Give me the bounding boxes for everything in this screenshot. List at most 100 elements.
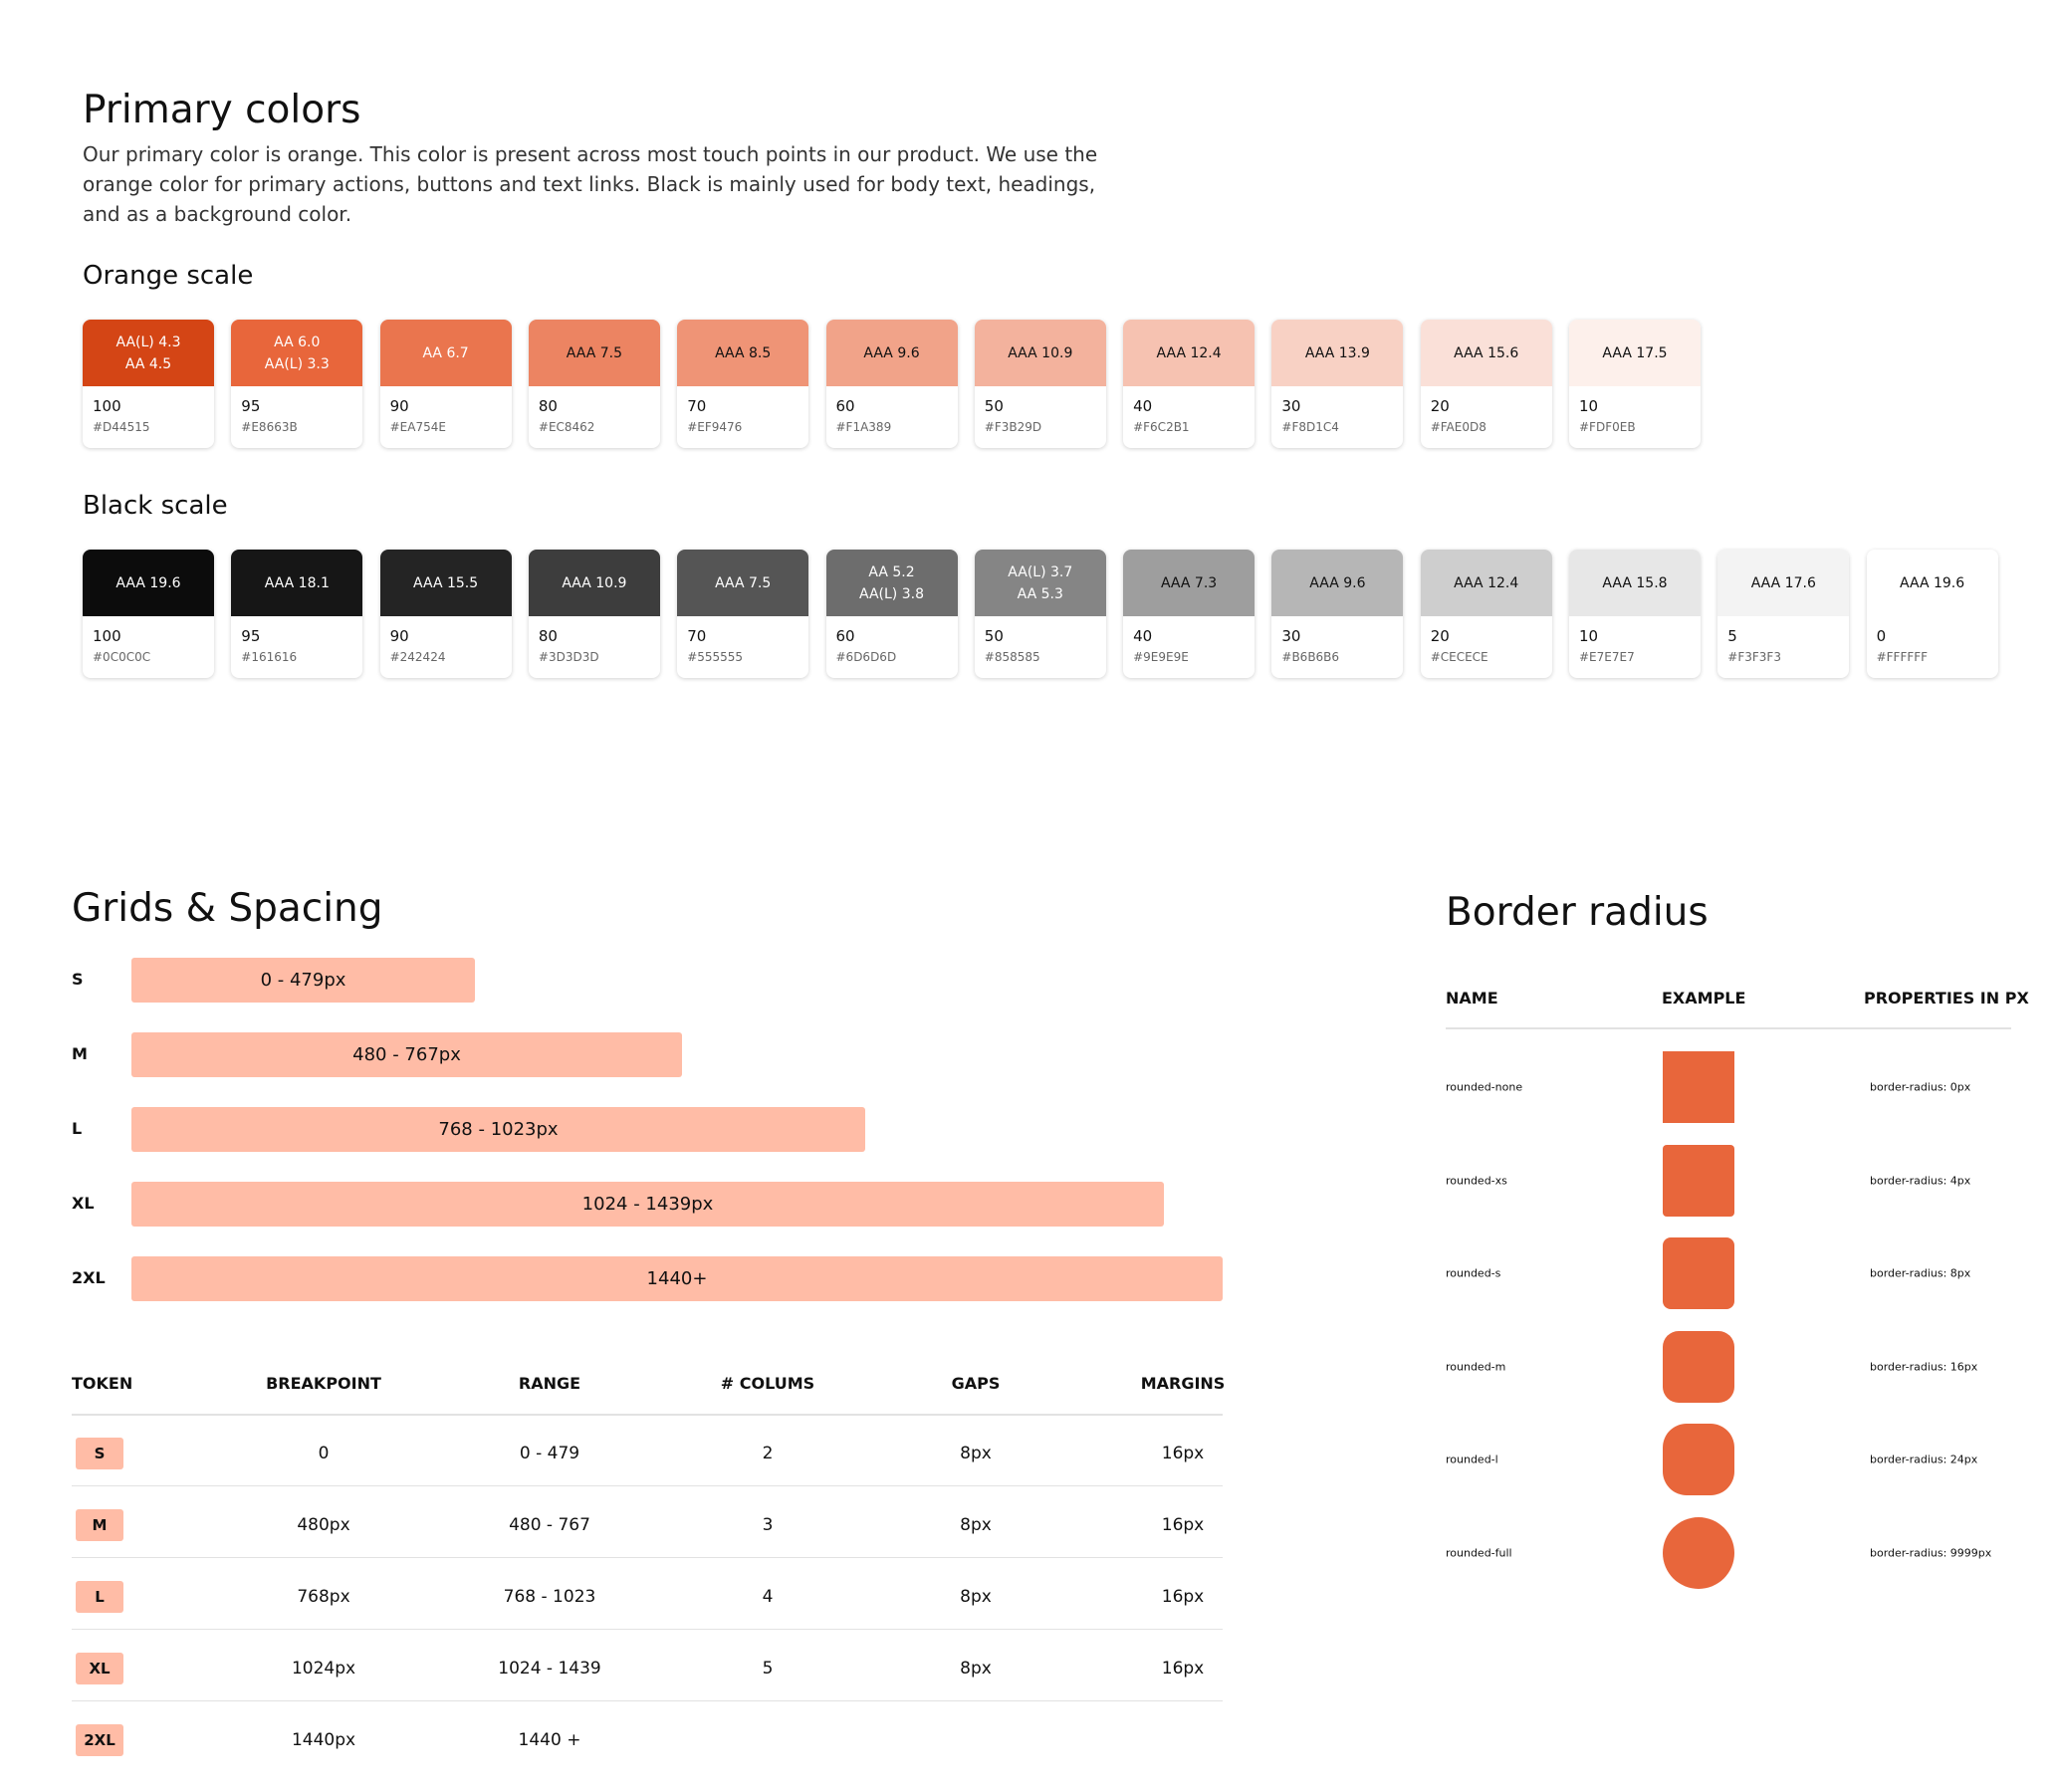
swatch: AAA 12.4 40 #F6C2B1 bbox=[1123, 320, 1256, 448]
swatch-hex: #6D6D6D bbox=[835, 650, 897, 664]
row-rule bbox=[72, 1557, 1223, 1558]
swatch-step: 5 bbox=[1727, 627, 1737, 645]
swatch-hex: #555555 bbox=[687, 650, 744, 664]
swatch-color: AA 6.0 AA(L) 3.3 bbox=[231, 320, 363, 386]
swatch-hex: #9E9E9E bbox=[1133, 650, 1189, 664]
swatch-step: 30 bbox=[1281, 627, 1301, 645]
swatch: AAA 19.6 100 #0C0C0C bbox=[83, 550, 214, 678]
swatch-hex: #3D3D3D bbox=[538, 650, 599, 664]
token-badge: XL bbox=[76, 1653, 123, 1684]
radius-example bbox=[1663, 1051, 1734, 1123]
swatch-color: AAA 15.6 bbox=[1420, 320, 1552, 386]
table-cell: 1024 - 1439 bbox=[498, 1659, 601, 1679]
contrast-label: AA 6.7 bbox=[422, 344, 469, 361]
row-rule bbox=[72, 1485, 1223, 1486]
table-cell: 16px bbox=[1161, 1659, 1205, 1679]
swatch-step: 60 bbox=[835, 627, 855, 645]
swatch-hex: #EC8462 bbox=[538, 420, 595, 434]
swatch-step: 50 bbox=[984, 627, 1004, 645]
breakpoint-bar: 1440+ bbox=[131, 1256, 1223, 1301]
bar-token: XL bbox=[72, 1194, 95, 1213]
swatch-color: AAA 17.5 bbox=[1569, 320, 1701, 386]
swatch: AA(L) 3.7 AA 5.3 50 #858585 bbox=[974, 550, 1106, 678]
swatch-hex: #161616 bbox=[241, 650, 298, 664]
table-cell: 8px bbox=[960, 1587, 992, 1607]
table-cell: 480 - 767 bbox=[509, 1515, 590, 1535]
contrast-label: AAA 12.4 bbox=[1454, 574, 1519, 591]
swatch-color: AAA 8.5 bbox=[677, 320, 809, 386]
token-badge: 2XL bbox=[76, 1724, 123, 1756]
swatch: AAA 9.6 30 #B6B6B6 bbox=[1271, 550, 1404, 678]
table-header: NAME bbox=[1446, 989, 1498, 1008]
swatch-step: 50 bbox=[984, 397, 1004, 415]
swatch-hex: #0C0C0C bbox=[93, 650, 151, 664]
swatch-color: AA 5.2 AA(L) 3.8 bbox=[825, 550, 958, 616]
swatch: AAA 17.5 10 #FDF0EB bbox=[1569, 320, 1701, 448]
title: Primary colors bbox=[83, 88, 361, 132]
contrast-label: AAA 19.6 bbox=[1900, 574, 1965, 591]
table-cell: 0 bbox=[318, 1444, 330, 1463]
table-rule bbox=[1446, 1027, 2011, 1029]
contrast-label: AA(L) 3.7 bbox=[1008, 563, 1073, 580]
radius-name: rounded-s bbox=[1446, 1266, 1501, 1280]
radius-example bbox=[1663, 1144, 1734, 1217]
swatch: AAA 7.5 80 #EC8462 bbox=[528, 320, 660, 448]
swatch-hex: #CECECE bbox=[1430, 650, 1488, 664]
swatch-hex: #F8D1C4 bbox=[1281, 420, 1339, 434]
token-badge: M bbox=[76, 1509, 123, 1541]
swatch-color: AAA 12.4 bbox=[1420, 550, 1552, 616]
swatch-step: 0 bbox=[1876, 627, 1887, 645]
swatch-step: 70 bbox=[687, 397, 707, 415]
swatch-step: 95 bbox=[241, 397, 261, 415]
table-header: PROPERTIES IN PX bbox=[1864, 989, 2029, 1008]
radius-property: border-radius: 16px bbox=[1870, 1360, 1978, 1373]
swatch-color: AAA 15.5 bbox=[379, 550, 512, 616]
swatch-step: 20 bbox=[1430, 627, 1450, 645]
table-cell: 1440px bbox=[291, 1730, 356, 1750]
radius-example bbox=[1663, 1516, 1734, 1589]
swatch-hex: #F3B29D bbox=[984, 420, 1042, 434]
swatch-step: 100 bbox=[93, 397, 121, 415]
token-badge: L bbox=[76, 1581, 123, 1613]
table-cell: 2 bbox=[762, 1444, 774, 1463]
swatch-hex: #F1A389 bbox=[835, 420, 892, 434]
swatch: AAA 10.9 80 #3D3D3D bbox=[528, 550, 660, 678]
contrast-label: AA(L) 3.8 bbox=[859, 585, 924, 602]
radius-name: rounded-none bbox=[1446, 1080, 1523, 1094]
contrast-label: AA(L) 4.3 bbox=[115, 334, 181, 350]
swatch-hex: #EF9476 bbox=[687, 420, 743, 434]
section-heading: Black scale bbox=[83, 491, 228, 521]
table-header: RANGE bbox=[518, 1374, 581, 1393]
swatch-color: AAA 10.9 bbox=[974, 320, 1106, 386]
radius-property: border-radius: 9999px bbox=[1870, 1546, 1992, 1559]
swatch-hex: #D44515 bbox=[93, 420, 150, 434]
contrast-label: AAA 13.9 bbox=[1304, 344, 1370, 361]
swatch-hex: #B6B6B6 bbox=[1281, 650, 1340, 664]
description: Our primary color is orange. This color … bbox=[83, 142, 1098, 226]
radius-name: rounded-xs bbox=[1446, 1174, 1507, 1187]
table-cell: 768px bbox=[297, 1587, 350, 1607]
radius-name: rounded-l bbox=[1446, 1453, 1498, 1466]
breakpoint-bar: 0 - 479px bbox=[131, 958, 475, 1003]
bar-token: M bbox=[72, 1044, 88, 1063]
contrast-label: AA 5.3 bbox=[1017, 585, 1063, 602]
table-cell: 8px bbox=[960, 1659, 992, 1679]
swatch: AAA 10.9 50 #F3B29D bbox=[974, 320, 1106, 448]
swatch-color: AA(L) 4.3 AA 4.5 bbox=[83, 320, 214, 386]
swatch-color: AAA 15.8 bbox=[1569, 550, 1701, 616]
swatch: AA 6.0 AA(L) 3.3 95 #E8663B bbox=[231, 320, 363, 448]
swatch: AAA 7.3 40 #9E9E9E bbox=[1123, 550, 1256, 678]
table-cell: 16px bbox=[1161, 1444, 1205, 1463]
radius-property: border-radius: 0px bbox=[1870, 1080, 1971, 1094]
table-header: # COLUMS bbox=[720, 1374, 815, 1393]
contrast-label: AAA 15.6 bbox=[1454, 344, 1519, 361]
swatch: AA(L) 4.3 AA 4.5 100 #D44515 bbox=[83, 320, 214, 448]
swatch-hex: #E8663B bbox=[241, 420, 298, 434]
contrast-label: AA 5.2 bbox=[868, 563, 915, 580]
swatch-hex: #EA754E bbox=[389, 420, 446, 434]
swatch: AAA 15.6 20 #FAE0D8 bbox=[1420, 320, 1552, 448]
section-heading: Orange scale bbox=[83, 261, 254, 291]
radius-example bbox=[1663, 1424, 1734, 1495]
swatch-color: AAA 7.5 bbox=[677, 550, 809, 616]
